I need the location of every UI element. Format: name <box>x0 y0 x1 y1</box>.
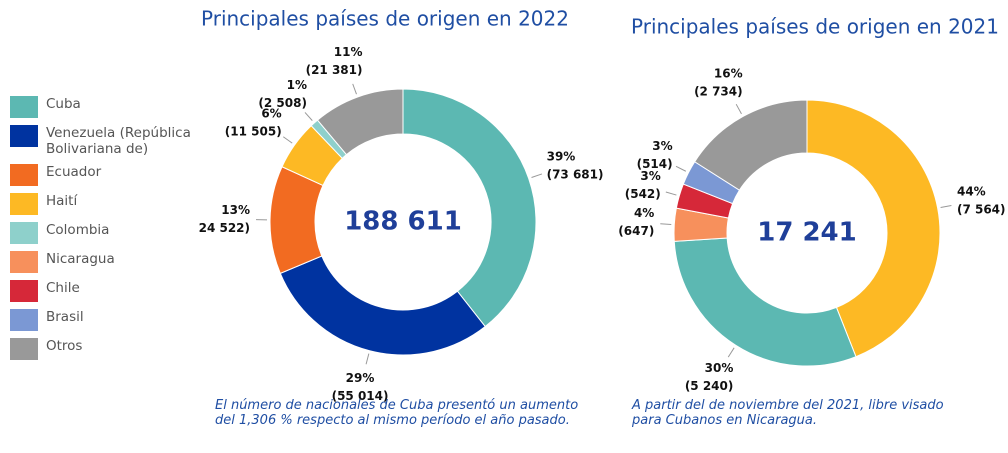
donut-slice <box>402 88 537 328</box>
chart-title: Principales países de origen en 2021 <box>631 15 999 39</box>
legend-label: Nicaragua <box>46 251 115 267</box>
data-label: 6% <box>261 106 281 120</box>
data-label: 13% <box>221 203 250 217</box>
data-label: 44% <box>957 184 986 198</box>
legend-swatch <box>10 164 38 186</box>
legend-item: Cuba <box>10 96 210 118</box>
legend-item: Haití <box>10 193 210 215</box>
legend-item: Nicaragua <box>10 251 210 273</box>
data-label: (514) <box>637 157 673 171</box>
legend-swatch <box>10 309 38 331</box>
note: A partir del de noviembre del 2021, libr… <box>632 398 944 428</box>
leader-line <box>365 353 370 365</box>
leader-line <box>735 103 742 115</box>
data-label: (2 508) <box>258 96 307 110</box>
donut-slice <box>279 255 486 356</box>
donut-slice <box>673 237 857 367</box>
data-label: 1% <box>287 78 307 92</box>
data-label: 30% <box>705 361 734 375</box>
data-label: (647) <box>618 224 654 238</box>
data-label: 4% <box>634 206 654 220</box>
leader-line <box>727 347 735 358</box>
data-label: (73 681) <box>547 168 604 182</box>
legend-item: Ecuador <box>10 164 210 186</box>
leader-line <box>352 83 357 95</box>
center-total: 17 241 <box>757 218 857 248</box>
leader-line <box>675 165 687 172</box>
data-label: (55 014) <box>332 389 389 403</box>
legend-swatch <box>10 251 38 273</box>
legend-item: Chile <box>10 280 210 302</box>
leader-line <box>531 173 543 178</box>
data-label: 24 522) <box>199 221 250 235</box>
legend-label: Colombia <box>46 222 110 238</box>
donut-slice <box>316 88 404 156</box>
data-label: 39% <box>547 150 576 164</box>
data-label: (542) <box>625 187 661 201</box>
donut-slice <box>806 99 941 358</box>
legend-label: Venezuela (República Bolivariana de) <box>46 125 191 157</box>
legend-swatch <box>10 193 38 215</box>
legend-swatch <box>10 280 38 302</box>
data-label: (7 564) <box>957 202 1006 216</box>
data-label: 3% <box>640 169 660 183</box>
data-label: 11% <box>334 45 363 59</box>
legend-swatch <box>10 96 38 118</box>
note: El número de nacionales de Cuba presentó… <box>215 398 579 428</box>
data-label: (2 734) <box>694 85 743 99</box>
leader-line <box>665 191 677 196</box>
leader-line <box>660 223 672 225</box>
donut-slice <box>269 166 324 275</box>
data-label: (11 505) <box>225 124 282 138</box>
legend-label: Cuba <box>46 96 81 112</box>
legend: Cuba Venezuela (República Bolivariana de)… <box>10 96 210 367</box>
legend-label: Ecuador <box>46 164 102 180</box>
legend-item: Colombia <box>10 222 210 244</box>
leader-line <box>282 136 293 144</box>
donut-slice <box>694 99 808 191</box>
legend-label: Brasil <box>46 309 84 325</box>
leader-line <box>940 204 952 209</box>
legend-label: Otros <box>46 338 83 354</box>
legend-swatch <box>10 338 38 360</box>
legend-label: Chile <box>46 280 80 296</box>
legend-item: Otros <box>10 338 210 360</box>
data-label: 3% <box>652 139 672 153</box>
legend-swatch <box>10 222 38 244</box>
data-label: 29% <box>346 371 375 385</box>
data-label: 16% <box>714 67 743 81</box>
legend-item: Venezuela (República Bolivariana de) <box>10 125 210 157</box>
legend-label: Haití <box>46 193 78 209</box>
chart-title: Principales países de origen en 2022 <box>201 7 569 31</box>
center-total: 188 611 <box>344 207 462 237</box>
leader-line <box>304 112 313 121</box>
data-label: (5 240) <box>685 379 734 393</box>
legend-item: Brasil <box>10 309 210 331</box>
legend-swatch <box>10 125 38 147</box>
data-label: (21 381) <box>306 63 363 77</box>
